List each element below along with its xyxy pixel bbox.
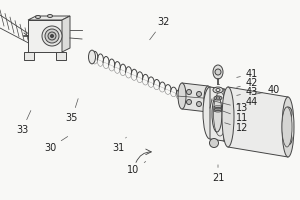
Polygon shape bbox=[182, 83, 208, 112]
Ellipse shape bbox=[204, 86, 212, 112]
Ellipse shape bbox=[215, 69, 221, 75]
Ellipse shape bbox=[222, 87, 234, 147]
Ellipse shape bbox=[196, 92, 202, 97]
Ellipse shape bbox=[35, 16, 40, 19]
Ellipse shape bbox=[48, 32, 56, 40]
Ellipse shape bbox=[88, 50, 95, 64]
Text: 13: 13 bbox=[213, 101, 248, 113]
Ellipse shape bbox=[214, 96, 222, 100]
Text: 33: 33 bbox=[16, 111, 31, 135]
Polygon shape bbox=[28, 16, 70, 20]
Ellipse shape bbox=[213, 87, 223, 93]
Text: 44: 44 bbox=[237, 97, 258, 107]
Text: 43: 43 bbox=[237, 87, 258, 97]
Ellipse shape bbox=[47, 15, 52, 18]
Text: 35: 35 bbox=[66, 99, 78, 123]
Ellipse shape bbox=[178, 83, 186, 109]
Text: 31: 31 bbox=[112, 137, 126, 153]
Ellipse shape bbox=[45, 29, 59, 43]
Polygon shape bbox=[28, 20, 62, 52]
Ellipse shape bbox=[42, 26, 62, 46]
Polygon shape bbox=[228, 87, 288, 157]
Ellipse shape bbox=[284, 107, 292, 119]
Ellipse shape bbox=[50, 34, 53, 38]
Ellipse shape bbox=[212, 96, 222, 132]
Text: 21: 21 bbox=[212, 165, 224, 183]
Ellipse shape bbox=[196, 102, 202, 106]
Text: 32: 32 bbox=[150, 17, 169, 40]
Text: 40: 40 bbox=[255, 85, 280, 95]
Polygon shape bbox=[62, 16, 70, 52]
Polygon shape bbox=[210, 87, 224, 141]
Ellipse shape bbox=[178, 91, 185, 101]
Ellipse shape bbox=[216, 88, 220, 92]
Ellipse shape bbox=[209, 138, 218, 148]
Ellipse shape bbox=[282, 97, 294, 157]
Ellipse shape bbox=[187, 99, 191, 104]
Ellipse shape bbox=[203, 87, 217, 139]
Ellipse shape bbox=[217, 89, 231, 141]
Ellipse shape bbox=[187, 90, 191, 95]
Polygon shape bbox=[24, 52, 34, 60]
Ellipse shape bbox=[284, 133, 292, 145]
Polygon shape bbox=[56, 52, 66, 60]
Text: 42: 42 bbox=[237, 78, 258, 88]
Text: 11: 11 bbox=[223, 111, 248, 123]
Ellipse shape bbox=[285, 122, 291, 132]
Text: 30: 30 bbox=[44, 137, 68, 153]
Ellipse shape bbox=[282, 107, 292, 147]
Ellipse shape bbox=[216, 97, 220, 99]
Text: 10: 10 bbox=[127, 162, 146, 175]
Text: 12: 12 bbox=[225, 123, 248, 133]
Text: 41: 41 bbox=[237, 69, 258, 79]
Ellipse shape bbox=[213, 65, 223, 79]
